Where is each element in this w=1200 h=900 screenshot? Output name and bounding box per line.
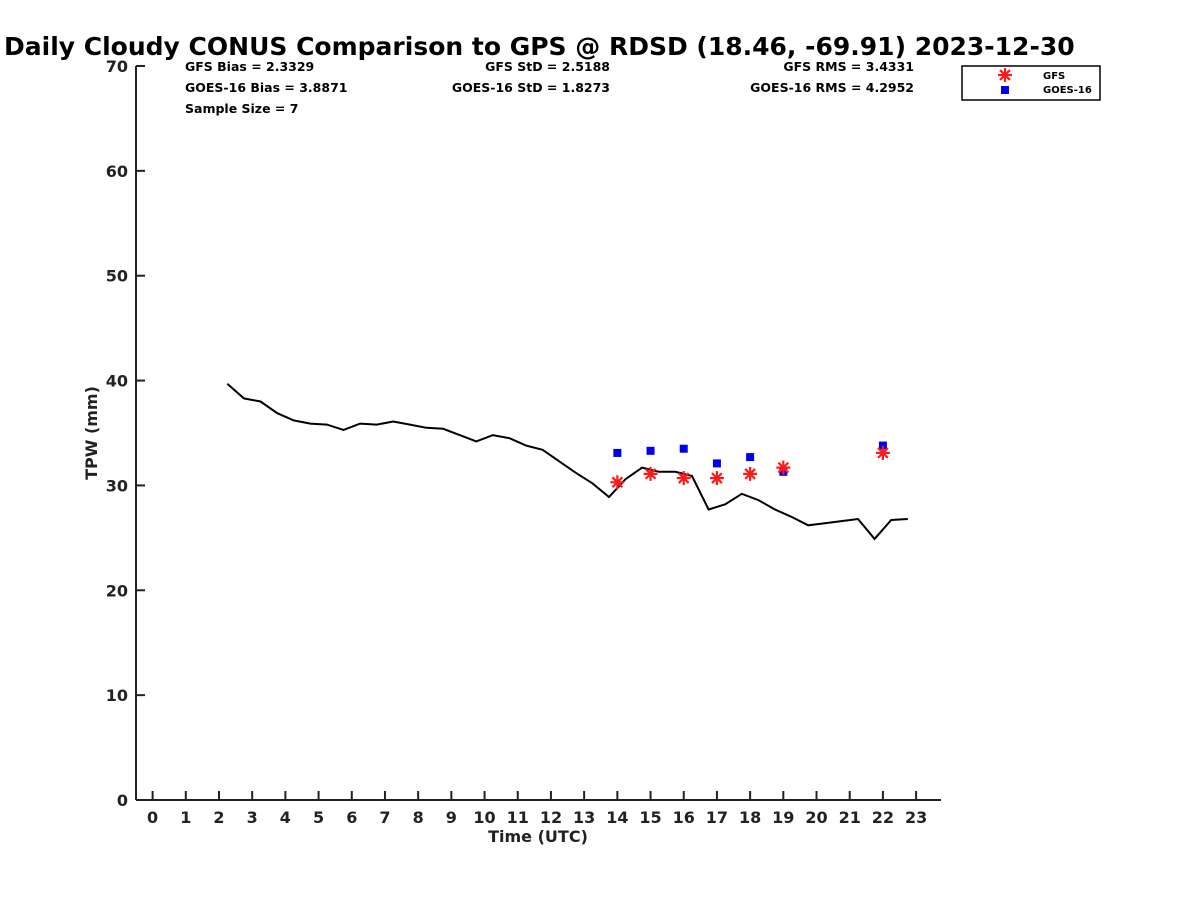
y-tick-label: 10 <box>106 686 128 705</box>
legend-gfs-marker <box>998 68 1012 82</box>
plot-area <box>226 382 908 541</box>
gfs-point <box>776 460 791 475</box>
y-tick-label: 50 <box>106 267 128 286</box>
y-tick-label: 30 <box>106 476 128 495</box>
legend-gfs-asterisk <box>998 68 1012 82</box>
x-tick-label: 7 <box>379 808 390 827</box>
x-tick-label: 2 <box>213 808 224 827</box>
chart-title: Daily Cloudy CONUS Comparison to GPS @ R… <box>4 32 1075 61</box>
x-tick-label: 20 <box>805 808 827 827</box>
x-tick-label: 10 <box>473 808 495 827</box>
x-tick-label: 6 <box>346 808 357 827</box>
x-tick-label: 1 <box>180 808 191 827</box>
goes-point <box>646 446 655 455</box>
x-axis-label: Time (UTC) <box>488 827 588 846</box>
goes-rms-text: GOES-16 RMS = 4.2952 <box>750 80 914 95</box>
gfs-std-text: GFS StD = 2.5188 <box>485 59 610 74</box>
x-tick-label: 17 <box>706 808 728 827</box>
legend-box <box>961 65 1101 101</box>
gfs-point <box>743 466 758 481</box>
x-tick-label: 8 <box>413 808 424 827</box>
x-tick-label: 4 <box>280 808 291 827</box>
legend-goes-marker <box>1001 86 1009 94</box>
legend-goes-label: GOES-16 <box>1043 85 1092 96</box>
x-tick-label: 0 <box>147 808 158 827</box>
x-tick-label: 12 <box>540 808 562 827</box>
y-tick-label: 40 <box>106 372 128 391</box>
x-tick-label: 15 <box>639 808 661 827</box>
y-tick-label: 70 <box>106 57 128 76</box>
stats-block: GFS Bias = 2.3329 GOES-16 Bias = 3.8871 … <box>185 59 914 116</box>
gfs-point <box>709 471 724 486</box>
x-tick-label: 23 <box>905 808 927 827</box>
goes-point <box>613 448 622 457</box>
goes-std-text: GOES-16 StD = 1.8273 <box>452 80 610 95</box>
goes-point <box>878 441 887 450</box>
legend-gfs-label: GFS <box>1043 71 1065 82</box>
x-tick-label: 22 <box>872 808 894 827</box>
y-tick-label: 60 <box>106 162 128 181</box>
gfs-point <box>875 445 890 460</box>
legend: GFS GOES-16 <box>961 65 1101 101</box>
x-tick-label: 14 <box>606 808 628 827</box>
x-tick-label: 18 <box>739 808 761 827</box>
x-tick-label: 19 <box>772 808 794 827</box>
x-tick-label: 21 <box>839 808 861 827</box>
goes-point <box>712 459 721 468</box>
gps-line <box>226 382 908 541</box>
x-tick-label: 16 <box>673 808 695 827</box>
y-tick-label: 20 <box>106 581 128 600</box>
y-tick-label: 0 <box>117 791 128 810</box>
x-tick-label: 11 <box>507 808 529 827</box>
goes-point <box>679 444 688 453</box>
x-tick-label: 13 <box>573 808 595 827</box>
x-tick-label: 5 <box>313 808 324 827</box>
goes-bias-text: GOES-16 Bias = 3.8871 <box>185 80 347 95</box>
sample-size-text: Sample Size = 7 <box>185 101 298 116</box>
gfs-bias-text: GFS Bias = 2.3329 <box>185 59 314 74</box>
x-tick-label: 9 <box>446 808 457 827</box>
gfs-rms-text: GFS RMS = 3.4331 <box>783 59 914 74</box>
gfs-point <box>610 475 625 490</box>
y-axis-label: TPW (mm) <box>82 386 101 480</box>
goes-point <box>746 453 755 462</box>
gfs-point <box>643 466 658 481</box>
gfs-point <box>676 471 691 486</box>
x-tick-label: 3 <box>247 808 258 827</box>
